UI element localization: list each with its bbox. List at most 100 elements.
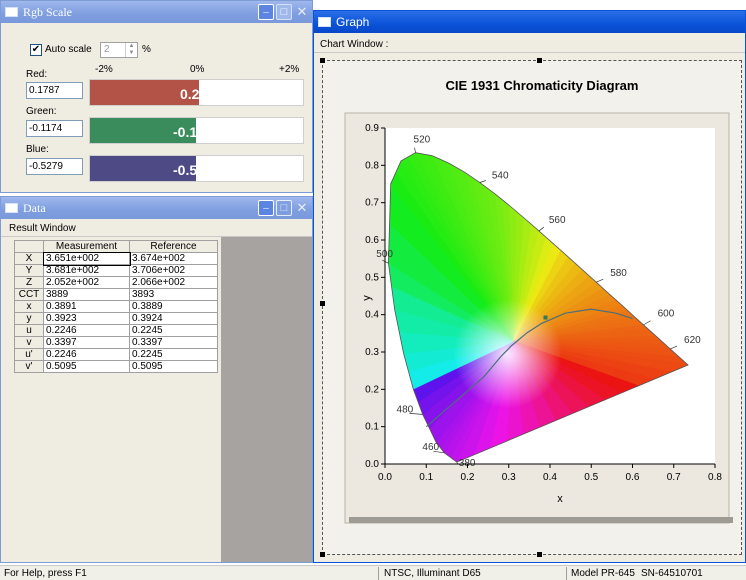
measurement-cell[interactable]: 0.2246 [43, 348, 130, 361]
status-help: For Help, press F1 [4, 568, 87, 579]
rgb-scale-titlebar[interactable]: Rgb Scale – □ ✕ [1, 1, 312, 23]
blue-bar-value: -0.5% [173, 162, 210, 178]
row-header: Z [14, 276, 44, 289]
table-row: Z 2.052e+002 2.066e+002 [14, 276, 218, 289]
status-bar: For Help, press F1 NTSC, Illuminant D65 … [0, 565, 746, 580]
reference-cell[interactable]: 0.5095 [129, 360, 218, 373]
status-divider [378, 567, 379, 580]
column-header[interactable]: Measurement [43, 240, 130, 253]
auto-scale-checkbox[interactable]: ✔ [30, 44, 42, 56]
table-row: u' 0.2246 0.2245 [14, 348, 218, 361]
reference-cell[interactable]: 0.2245 [129, 324, 218, 337]
resize-handle-icon[interactable] [320, 552, 325, 557]
resize-handle-icon[interactable] [537, 58, 542, 63]
red-bar-fill [90, 80, 199, 105]
red-value-field[interactable]: 0.1787 [26, 82, 83, 99]
data-table: Measurement Reference X 3.651e+002 3.674e+… [14, 240, 218, 373]
row-header: x [14, 300, 44, 313]
measurement-cell[interactable]: 0.5095 [43, 360, 130, 373]
status-serial: SN-64510701 [641, 568, 703, 579]
minimize-icon[interactable]: – [258, 200, 274, 216]
chart-canvas[interactable] [320, 58, 742, 557]
reference-cell[interactable]: 0.2245 [129, 348, 218, 361]
red-bar-value: 0.2% [180, 86, 212, 102]
graph-window: Graph Chart Window : [313, 10, 746, 563]
table-row: y 0.3923 0.3924 [14, 312, 218, 325]
measurement-cell[interactable]: 0.3923 [43, 312, 130, 325]
reference-cell[interactable]: 0.3924 [129, 312, 218, 325]
red-label: Red: [26, 69, 48, 80]
graph-title: Graph [336, 15, 370, 29]
row-header: y [14, 312, 44, 325]
rgb-scale-window: Rgb Scale – □ ✕ ✔ Auto scale 2 ▲ ▼ % -2% … [0, 0, 313, 193]
resize-handle-icon[interactable] [320, 301, 325, 306]
row-header: CCT [14, 288, 44, 301]
data-titlebar[interactable]: Data – □ ✕ [1, 197, 312, 219]
maximize-icon[interactable]: □ [276, 200, 292, 216]
rgb-scale-body: ✔ Auto scale 2 ▲ ▼ % -2% 0% +2% Red: 0.17… [1, 23, 312, 192]
row-header: Y [14, 264, 44, 277]
table-row: Y 3.681e+002 3.706e+002 [14, 264, 218, 277]
blue-value-field[interactable]: -0.5279 [26, 158, 83, 175]
auto-scale-label: Auto scale [45, 44, 92, 55]
resize-handle-icon[interactable] [320, 58, 325, 63]
data-title: Data [23, 200, 46, 215]
table-row: v' 0.5095 0.5095 [14, 360, 218, 373]
reference-cell[interactable]: 3893 [129, 288, 218, 301]
measurement-cell[interactable]: 3.681e+002 [43, 264, 130, 277]
column-header [14, 240, 44, 253]
row-header: v' [14, 360, 44, 373]
graph-titlebar[interactable]: Graph [314, 11, 745, 33]
measurement-cell[interactable]: 0.2246 [43, 324, 130, 337]
green-bar-value: -0.1% [173, 124, 210, 140]
blue-bar: -0.5% [89, 155, 304, 182]
status-model: Model PR-645 [571, 568, 635, 579]
status-illuminant: NTSC, Illuminant D65 [384, 568, 481, 579]
result-window-label: Result Window [9, 223, 76, 234]
measurement-cell[interactable]: 0.3891 [43, 300, 130, 313]
resize-handle-icon[interactable] [537, 552, 542, 557]
green-bar: -0.1% [89, 117, 304, 144]
scale-spinner[interactable]: 2 ▲ ▼ [100, 42, 138, 58]
blue-label: Blue: [26, 144, 49, 155]
minimize-icon[interactable]: – [258, 4, 274, 20]
measurement-cell[interactable]: 0.3397 [43, 336, 130, 349]
green-bar-fill [90, 118, 196, 143]
status-divider [566, 567, 567, 580]
row-header: v [14, 336, 44, 349]
row-header: u [14, 324, 44, 337]
reference-cell[interactable]: 2.066e+002 [129, 276, 218, 289]
window-icon [5, 203, 18, 213]
spinner-arrows-icon[interactable]: ▲ ▼ [125, 43, 137, 57]
measurement-cell[interactable]: 3889 [43, 288, 130, 301]
reference-cell[interactable]: 0.3889 [129, 300, 218, 313]
row-header: u' [14, 348, 44, 361]
chart-window-label: Chart Window : [320, 39, 389, 50]
reference-cell[interactable]: 3.706e+002 [129, 264, 218, 277]
close-icon[interactable]: ✕ [296, 4, 308, 19]
rgb-scale-title: Rgb Scale [23, 4, 72, 19]
close-icon[interactable]: ✕ [296, 200, 308, 215]
table-row: u 0.2246 0.2245 [14, 324, 218, 337]
axis-min-label: -2% [95, 64, 113, 75]
table-row: v 0.3397 0.3397 [14, 336, 218, 349]
reference-cell[interactable]: 3.674e+002 [129, 252, 218, 265]
row-header: X [14, 252, 44, 265]
blue-bar-fill [90, 156, 196, 181]
window-icon [318, 17, 331, 27]
table-row: CCT 3889 3893 [14, 288, 218, 301]
column-header[interactable]: Reference [129, 240, 218, 253]
table-header-row: Measurement Reference [14, 240, 218, 253]
table-row: x 0.3891 0.3889 [14, 300, 218, 313]
chart-window-header: Chart Window : [314, 33, 745, 53]
measurement-cell[interactable]: 2.052e+002 [43, 276, 130, 289]
table-row: X 3.651e+002 3.674e+002 [14, 251, 218, 266]
result-window-header: Result Window [1, 219, 312, 237]
reference-cell[interactable]: 0.3397 [129, 336, 218, 349]
axis-max-label: +2% [279, 64, 300, 75]
measurement-cell[interactable]: 3.651e+002 [42, 251, 131, 266]
maximize-icon[interactable]: □ [276, 4, 292, 20]
green-value-field[interactable]: -0.1174 [26, 120, 83, 137]
window-icon [5, 7, 18, 17]
red-bar: 0.2% [89, 79, 304, 106]
